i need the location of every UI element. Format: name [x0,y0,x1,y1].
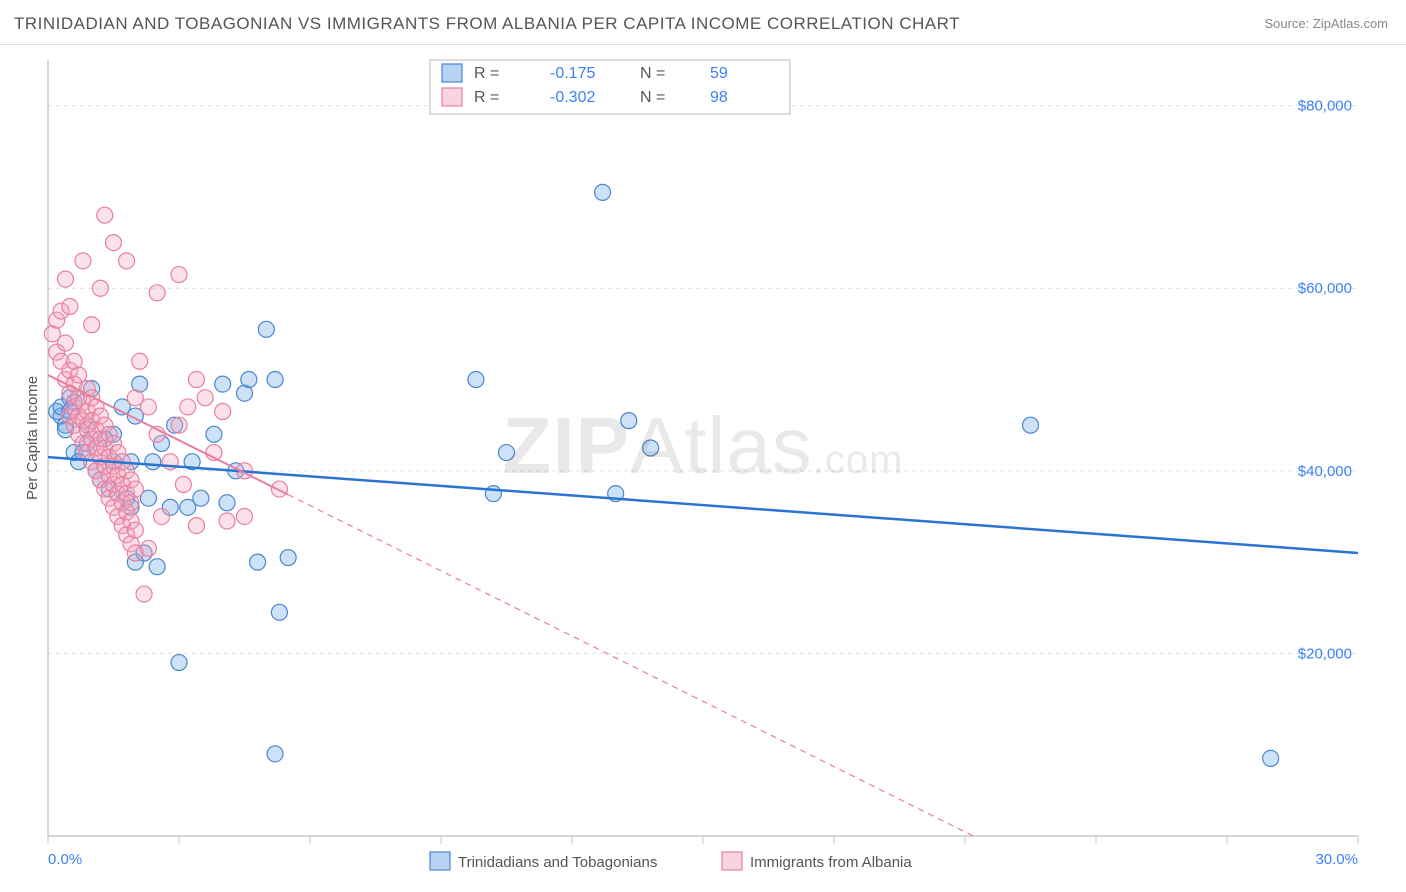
svg-text:N =: N = [640,89,665,106]
svg-text:59: 59 [710,65,728,82]
svg-text:N =: N = [640,65,665,82]
svg-text:Trinidadians and Tobagonians: Trinidadians and Tobagonians [458,854,657,871]
svg-text:$20,000: $20,000 [1298,645,1352,662]
chart-title: TRINIDADIAN AND TOBAGONIAN VS IMMIGRANTS… [14,14,960,34]
svg-text:0.0%: 0.0% [48,851,82,868]
svg-text:-0.302: -0.302 [550,89,595,106]
svg-text:R =: R = [474,65,499,82]
source-label: Source: ZipAtlas.com [1264,16,1388,31]
svg-text:$40,000: $40,000 [1298,463,1352,480]
svg-text:98: 98 [710,89,728,106]
y-axis-label: Per Capita Income [24,376,41,500]
svg-text:Immigrants from Albania: Immigrants from Albania [750,854,912,871]
svg-text:-0.175: -0.175 [550,65,595,82]
svg-text:R =: R = [474,89,499,106]
correlation-chart: 0.0% 30.0% $20,000 $40,000 $60,000 $80,000 R =… [0,0,1406,892]
svg-text:$80,000: $80,000 [1298,98,1352,115]
svg-text:$60,000: $60,000 [1298,280,1352,297]
svg-text:30.0%: 30.0% [1315,851,1358,868]
